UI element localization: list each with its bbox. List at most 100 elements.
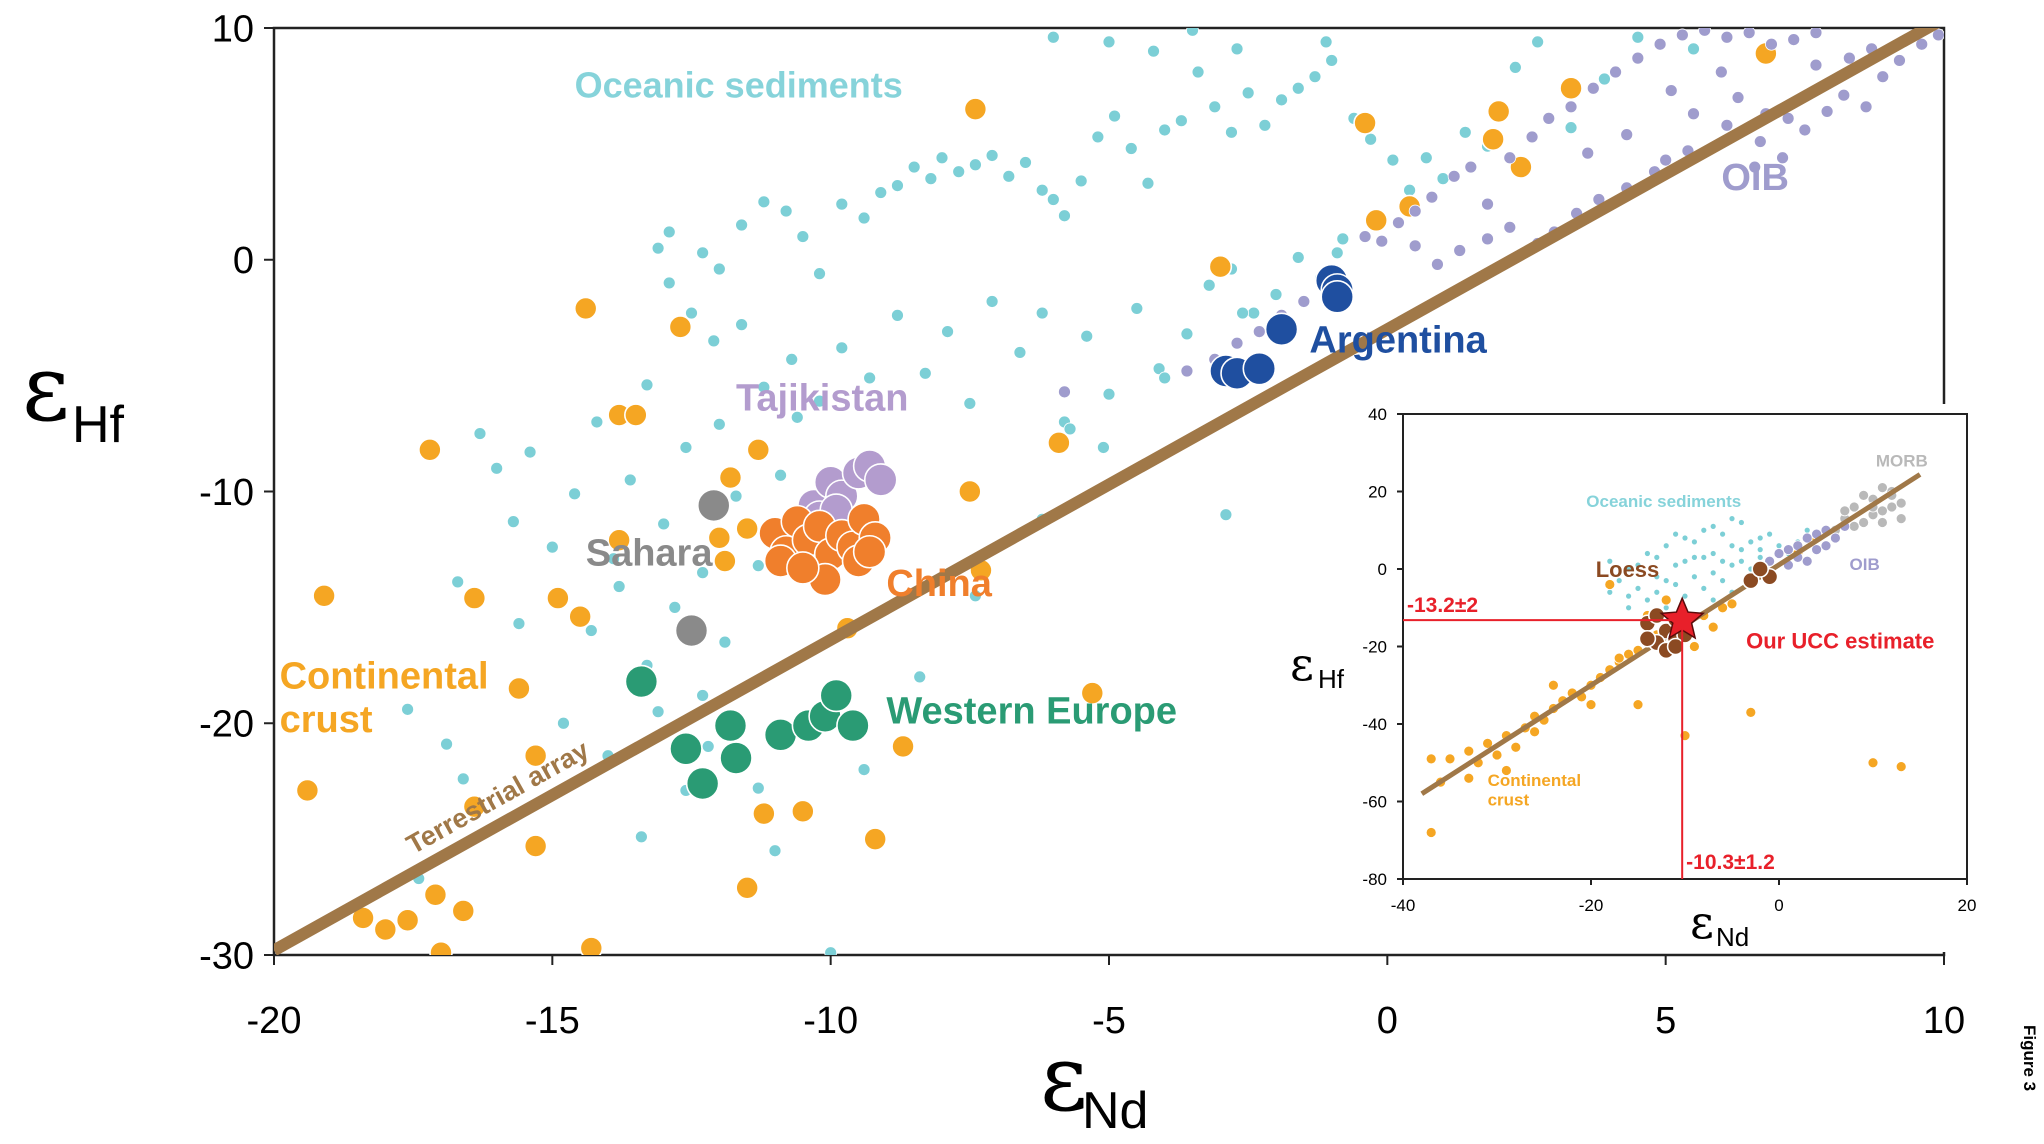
- inset-point-oceanic-sediments: [1719, 530, 1726, 538]
- inset-point-continental-crust: [1510, 741, 1522, 753]
- inset-reference-label: -13.2±2: [1407, 594, 1478, 617]
- main-point-oceanic-sediments: [1236, 306, 1249, 320]
- main-point-oceanic-sediments: [1130, 302, 1144, 315]
- inset-point-oceanic-sediments: [1738, 546, 1745, 554]
- main-point-oceanic-sediments: [1219, 508, 1233, 522]
- main-point-oib: [1859, 100, 1873, 114]
- main-label-argentina: Argentina: [1309, 319, 1487, 361]
- main-point-oceanic-sediments: [1013, 346, 1027, 359]
- inset-point-morb: [1848, 501, 1860, 513]
- main-point-oceanic-sediments: [1108, 109, 1121, 123]
- main-point-western-europe: [836, 708, 870, 743]
- main-point-oceanic-sediments: [1308, 70, 1322, 84]
- main-x-tick-label: -20: [247, 1000, 302, 1042]
- main-point-oceanic-sediments: [779, 204, 793, 218]
- main-point-oceanic-sediments: [685, 306, 698, 320]
- main-point-oib: [1180, 364, 1194, 378]
- main-point-continental-crust: [1486, 99, 1511, 124]
- main-point-oceanic-sediments: [969, 158, 982, 172]
- main-series-china: [758, 502, 893, 597]
- inset-point-oceanic-sediments: [1625, 565, 1632, 573]
- main-point-oceanic-sediments: [568, 487, 581, 501]
- main-point-oib: [1809, 28, 1823, 40]
- main-point-oceanic-sediments: [757, 195, 771, 209]
- main-point-oceanic-sediments: [1564, 121, 1578, 135]
- main-label-oib: OIB: [1721, 157, 1789, 199]
- main-point-western-europe: [719, 741, 753, 775]
- main-point-continental-crust: [891, 734, 915, 759]
- inset-point-continental-crust: [1604, 579, 1616, 590]
- main-point-oceanic-sediments: [913, 670, 927, 684]
- main-point-oceanic-sediments: [969, 589, 982, 603]
- main-point-oceanic-sediments: [1174, 114, 1188, 128]
- main-point-oceanic-sediments: [1074, 174, 1088, 188]
- main-x-tick-label: -10: [803, 1000, 858, 1042]
- main-point-oceanic-sediments: [735, 218, 748, 232]
- main-point-oceanic-sediments: [1531, 35, 1545, 49]
- main-point-oceanic-sediments: [813, 267, 826, 281]
- main-point-continental-crust: [1080, 681, 1105, 705]
- main-point-oceanic-sediments: [1319, 35, 1333, 49]
- main-point-oceanic-sediments: [1124, 142, 1138, 155]
- main-point-oceanic-sediments: [401, 702, 415, 716]
- main-point-oceanic-sediments: [440, 737, 453, 751]
- main-point-continental-crust: [607, 528, 631, 552]
- inset-point-oceanic-sediments: [1615, 577, 1623, 585]
- main-point-oceanic-sediments: [1230, 42, 1244, 56]
- main-y-tick-label: 0: [233, 240, 254, 282]
- main-point-oceanic-sediments: [696, 246, 710, 260]
- main-point-oceanic-sediments: [813, 394, 826, 408]
- inset-label-our-ucc-estimate: Our UCC estimate: [1746, 628, 1934, 653]
- main-series-oib: [1058, 28, 1944, 399]
- main-label-tajikistan: Tajikistan: [736, 377, 908, 419]
- main-point-oib: [1748, 160, 1762, 174]
- main-point-oceanic-sediments: [1269, 288, 1283, 301]
- main-point-oceanic-sediments: [835, 197, 849, 211]
- inset-point-oceanic-sediments: [1756, 553, 1764, 561]
- main-point-oib: [1876, 70, 1890, 84]
- main-point-continental-crust: [963, 97, 988, 121]
- inset-y-tick-label: -60: [1362, 792, 1387, 811]
- main-label-oceanic-sediments: Oceanic sediments: [575, 65, 903, 106]
- inset-point-morb: [1877, 505, 1888, 517]
- inset-point-loess: [1751, 560, 1769, 578]
- main-point-western-europe: [624, 664, 659, 699]
- main-point-oceanic-sediments: [1102, 35, 1116, 49]
- main-point-oceanic-sediments: [785, 353, 799, 366]
- main-point-continental-crust: [735, 875, 759, 900]
- inset-point-continental-crust: [1501, 765, 1512, 776]
- main-point-oceanic-sediments: [1247, 306, 1261, 320]
- main-point-oceanic-sediments: [918, 366, 932, 380]
- main-series-western-europe: [624, 664, 870, 801]
- inset-y-tick-label: 20: [1368, 482, 1387, 501]
- inset-point-oceanic-sediments: [1606, 588, 1614, 596]
- inset-point-oceanic-sediments: [1728, 561, 1736, 569]
- main-point-oib: [1932, 28, 1944, 42]
- main-point-oib: [1620, 128, 1634, 142]
- inset-point-oib: [1801, 532, 1813, 544]
- main-point-oceanic-sediments: [490, 461, 504, 475]
- inset-label-oib: OIB: [1850, 555, 1880, 574]
- main-y-axis-title: ε Hf: [22, 335, 125, 454]
- main-point-oceanic-sediments: [651, 705, 665, 719]
- inset-point-oceanic-sediments: [1700, 526, 1708, 534]
- main-point-oceanic-sediments: [584, 624, 598, 637]
- main-point-oceanic-sediments: [707, 334, 721, 348]
- main-point-oceanic-sediments: [1225, 125, 1238, 139]
- main-point-continental-crust: [579, 936, 604, 955]
- inset-point-oceanic-sediments: [1775, 542, 1783, 550]
- main-point-oib: [1659, 153, 1673, 167]
- main-point-continental-crust: [1481, 127, 1505, 152]
- main-point-continental-crust: [423, 882, 448, 907]
- main-point-oib: [1842, 51, 1856, 65]
- inset-point-continental-crust: [1548, 679, 1559, 691]
- inset-point-morb: [1858, 489, 1869, 501]
- main-ticks: -20 -15 -10 -5 0 5 10 -30 -20 -10 0 10: [199, 8, 1965, 1042]
- inset-point-continental-crust: [1632, 699, 1644, 711]
- inset-point-oceanic-sediments: [1634, 584, 1642, 592]
- main-point-continental-crust: [1353, 111, 1377, 135]
- inset-point-oceanic-sediments: [1728, 515, 1736, 523]
- inset-x-axis-title: ε Nd: [1690, 895, 1749, 952]
- main-point-oceanic-sediments: [735, 318, 748, 332]
- main-point-oceanic-sediments: [1091, 130, 1105, 144]
